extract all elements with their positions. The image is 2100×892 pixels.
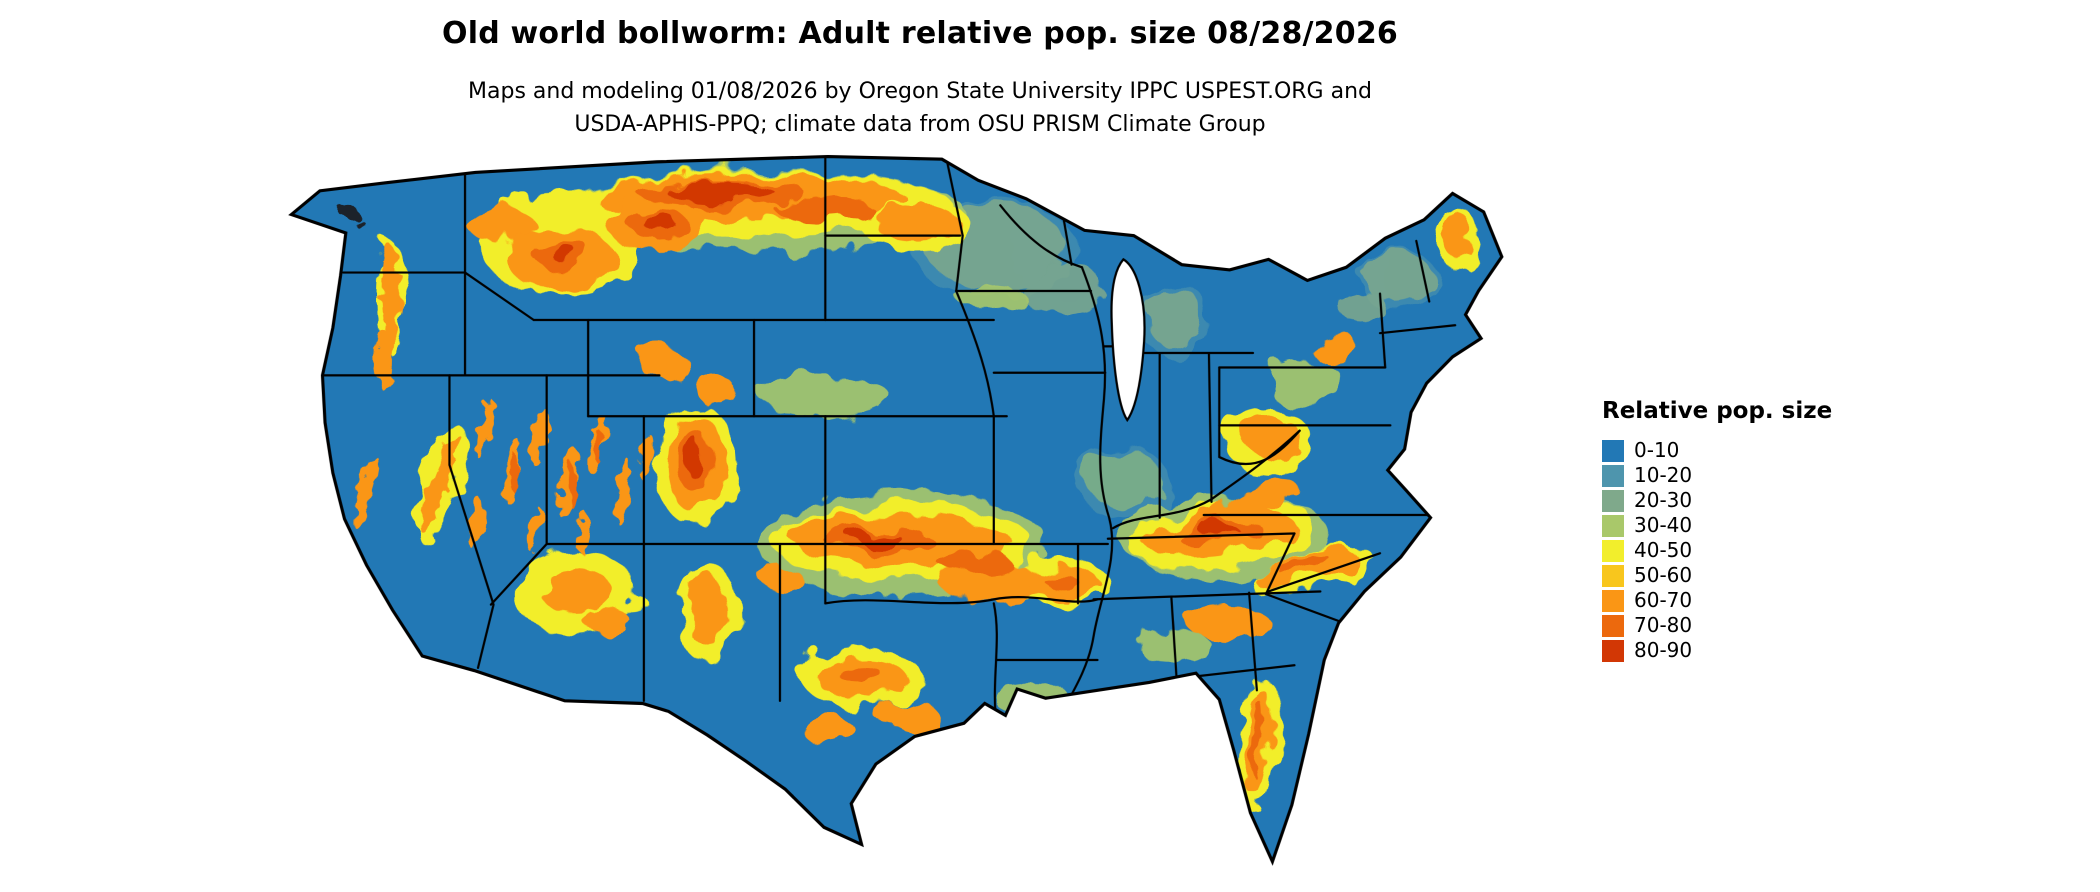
map-title: Old world bollworm: Adult relative pop. …: [442, 16, 1398, 51]
legend-label: 40-50: [1634, 538, 1693, 562]
legend-swatch: [1602, 564, 1624, 587]
legend-title: Relative pop. size: [1602, 398, 1833, 424]
legend-label: 70-80: [1634, 613, 1693, 637]
legend: Relative pop. size 0-10 10-20 20-30 30-40 40…: [1602, 398, 1832, 663]
legend-swatch: [1602, 464, 1624, 487]
legend-item: 80-90: [1602, 638, 1832, 663]
legend-item: 40-50: [1602, 538, 1832, 563]
header: Old world bollworm: Adult relative pop. …: [0, 16, 1840, 141]
legend-swatch: [1602, 514, 1624, 537]
state-borders: [321, 156, 1457, 735]
legend-items: 0-10 10-20 20-30 30-40 40-50 50-60 60-70 70-80 8…: [1602, 438, 1832, 663]
legend-item: 10-20: [1602, 463, 1832, 488]
legend-swatch: [1602, 439, 1624, 462]
legend-item: 70-80: [1602, 613, 1832, 638]
legend-label: 50-60: [1634, 563, 1693, 587]
us-map-svg: [289, 154, 1504, 864]
legend-label: 20-30: [1634, 488, 1693, 512]
lake-michigan: [1110, 257, 1146, 423]
legend-item: 0-10: [1602, 438, 1832, 463]
legend-item: 50-60: [1602, 563, 1832, 588]
legend-label: 30-40: [1634, 513, 1693, 537]
map-subtitle-line2: USDA-APHIS-PPQ; climate data from OSU PR…: [574, 112, 1266, 137]
map-subtitle-line1: Maps and modeling 01/08/2026 by Oregon S…: [468, 79, 1372, 104]
us-map: [268, 146, 1564, 884]
legend-item: 60-70: [1602, 588, 1832, 613]
legend-swatch: [1602, 589, 1624, 612]
legend-label: 0-10: [1634, 438, 1680, 462]
legend-item: 30-40: [1602, 513, 1832, 538]
legend-swatch: [1602, 639, 1624, 662]
legend-swatch: [1602, 539, 1624, 562]
legend-label: 80-90: [1634, 638, 1693, 662]
legend-label: 60-70: [1634, 588, 1693, 612]
mountain-ridge-detail: [339, 205, 654, 552]
legend-swatch: [1602, 489, 1624, 512]
legend-label: 10-20: [1634, 463, 1693, 487]
legend-swatch: [1602, 614, 1624, 637]
legend-item: 20-30: [1602, 488, 1832, 513]
